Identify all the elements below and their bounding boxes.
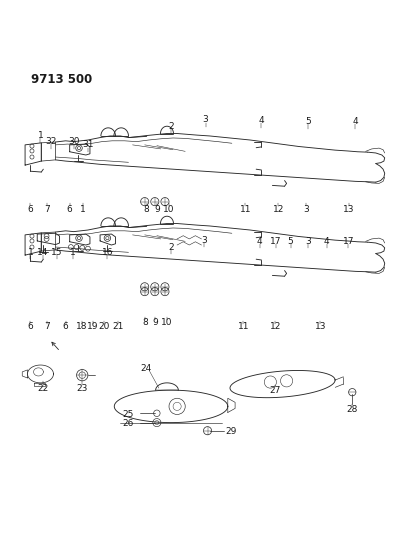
Text: 4: 4 <box>257 237 263 246</box>
Text: 3: 3 <box>305 237 311 246</box>
Text: 7: 7 <box>44 205 50 214</box>
Text: 18: 18 <box>76 322 88 331</box>
Text: 4: 4 <box>324 237 330 246</box>
Text: 8: 8 <box>143 318 148 327</box>
Text: 32: 32 <box>45 137 56 146</box>
Text: 2: 2 <box>168 122 174 131</box>
Text: 28: 28 <box>346 405 358 414</box>
Text: 7: 7 <box>44 322 50 331</box>
Text: 8: 8 <box>144 205 150 214</box>
Text: 13: 13 <box>314 322 326 331</box>
Text: 6: 6 <box>67 205 73 214</box>
Text: 12: 12 <box>273 205 284 214</box>
Text: 15: 15 <box>51 248 62 257</box>
Text: 6: 6 <box>28 322 33 331</box>
Text: 2: 2 <box>168 243 174 252</box>
Text: 13: 13 <box>343 205 354 214</box>
Text: 10: 10 <box>161 318 173 327</box>
Text: 31: 31 <box>82 140 94 149</box>
Text: 1: 1 <box>28 248 33 257</box>
Text: 5: 5 <box>305 117 311 126</box>
Text: 12: 12 <box>270 322 281 331</box>
Text: 11: 11 <box>238 322 249 331</box>
Text: 27: 27 <box>270 386 281 394</box>
Text: 10: 10 <box>163 205 175 214</box>
Text: 9713 500: 9713 500 <box>31 74 92 86</box>
Text: 1: 1 <box>80 205 86 214</box>
Text: 22: 22 <box>38 384 49 393</box>
Text: 3: 3 <box>303 205 309 214</box>
Text: 4: 4 <box>352 117 358 126</box>
Text: 19: 19 <box>87 322 99 331</box>
Text: 9: 9 <box>154 205 160 214</box>
Text: 1: 1 <box>38 131 43 140</box>
Text: 17: 17 <box>342 237 354 246</box>
Text: 24: 24 <box>140 364 151 373</box>
Text: 6: 6 <box>63 322 69 331</box>
Text: 23: 23 <box>76 384 88 393</box>
Text: 6: 6 <box>28 205 33 214</box>
Text: 14: 14 <box>37 248 48 257</box>
Text: 4: 4 <box>258 116 264 125</box>
Text: 20: 20 <box>99 322 110 331</box>
Text: 16: 16 <box>102 248 113 257</box>
Text: 5: 5 <box>288 237 293 246</box>
Text: 17: 17 <box>270 237 282 246</box>
Text: 3: 3 <box>201 236 207 245</box>
Text: 1: 1 <box>69 248 75 257</box>
Text: 3: 3 <box>203 115 208 124</box>
Text: 9: 9 <box>152 318 158 327</box>
Text: 29: 29 <box>225 427 236 437</box>
Text: 26: 26 <box>122 419 134 429</box>
Text: 30: 30 <box>68 137 79 146</box>
Text: 21: 21 <box>113 322 124 331</box>
Text: 25: 25 <box>122 410 134 419</box>
Text: 11: 11 <box>240 205 251 214</box>
